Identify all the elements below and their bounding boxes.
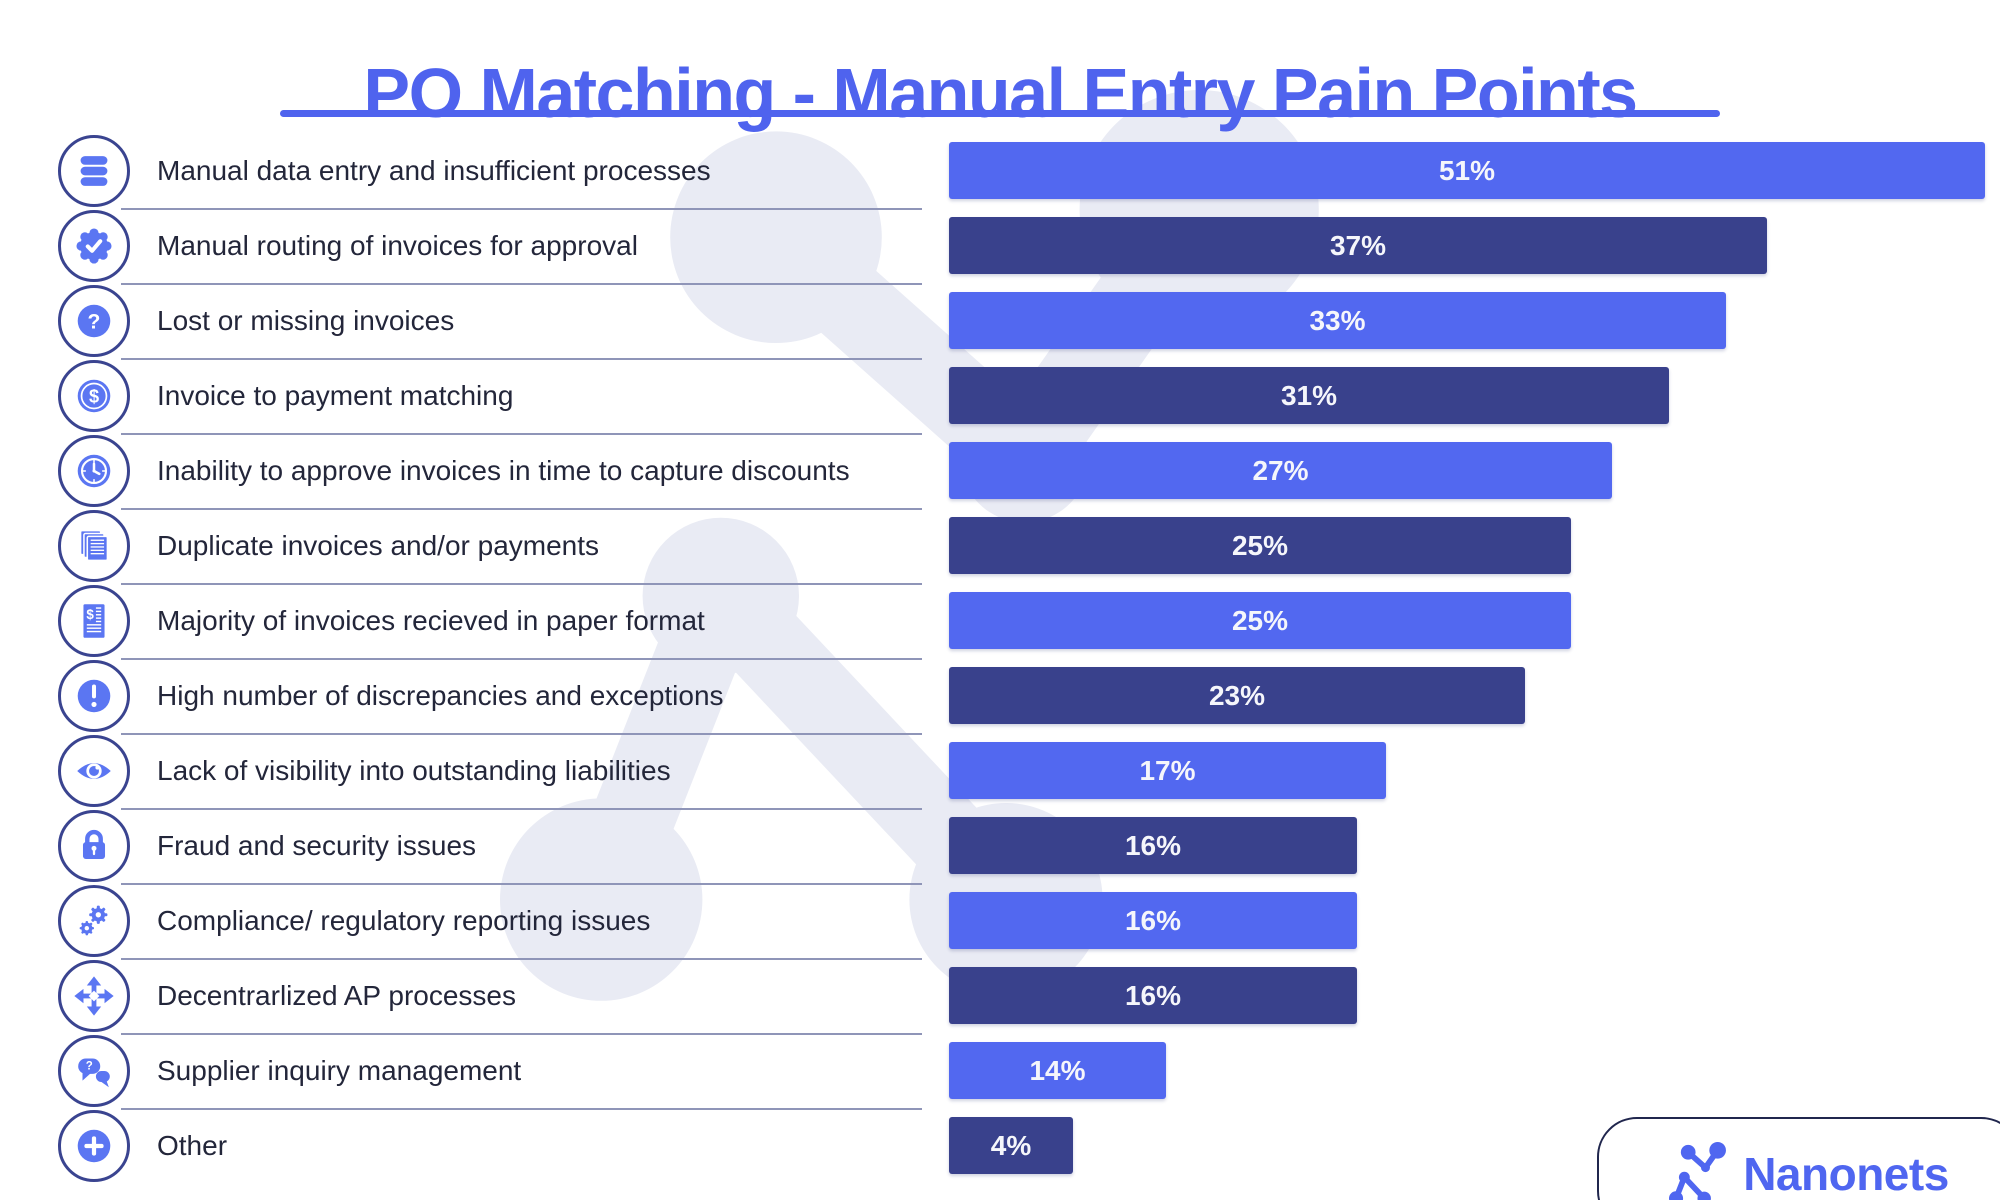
svg-text:?: ? xyxy=(86,1060,93,1072)
value-label: 51% xyxy=(1438,154,1496,186)
pain-point-label: Lost or missing invoices xyxy=(157,305,455,336)
row-separator xyxy=(121,208,922,210)
value-bar: 33% xyxy=(949,292,1726,349)
row-separator xyxy=(121,508,922,510)
pain-point-row: $ Invoice to payment matching 31% xyxy=(0,360,2000,432)
arrows-icon xyxy=(58,960,130,1032)
value-label: 17% xyxy=(1139,754,1196,786)
value-label: 37% xyxy=(1329,229,1387,261)
nanonets-logo-card: Nanonets xyxy=(1597,1117,2000,1200)
value-bar: 16% xyxy=(949,817,1357,874)
pain-point-row: Duplicate invoices and/or payments 25% xyxy=(0,510,2000,582)
pain-point-row: Fraud and security issues 16% xyxy=(0,810,2000,882)
row-separator xyxy=(121,433,922,435)
row-separator xyxy=(121,583,922,585)
pain-point-label: Lack of visibility into outstanding liab… xyxy=(157,755,671,786)
svg-text:$: $ xyxy=(89,386,99,406)
pain-point-label: Manual data entry and insufficient proce… xyxy=(157,155,711,186)
value-bar: 31% xyxy=(949,367,1669,424)
pain-point-label: Inability to approve invoices in time to… xyxy=(157,455,850,486)
pain-point-row: Decentrarlized AP processes 16% xyxy=(0,960,2000,1032)
gears-icon xyxy=(58,885,130,957)
value-label: 16% xyxy=(1124,829,1182,861)
value-label: 33% xyxy=(1309,304,1366,336)
chat-icon: ? xyxy=(58,1035,130,1107)
pain-point-row: High number of discrepancies and excepti… xyxy=(0,660,2000,732)
pain-point-label: Compliance/ regulatory reporting issues xyxy=(157,905,651,936)
value-bar: 25% xyxy=(949,517,1571,574)
row-separator xyxy=(121,658,922,660)
pain-point-label: Majority of invoices recieved in paper f… xyxy=(157,605,705,636)
row-separator xyxy=(121,1108,922,1110)
pain-point-label: Supplier inquiry management xyxy=(157,1055,522,1086)
pain-point-row: Manual data entry and insufficient proce… xyxy=(0,135,2000,207)
invoice-icon: $ xyxy=(58,585,130,657)
lock-icon xyxy=(58,810,130,882)
value-label: 27% xyxy=(1252,454,1309,486)
plus-circle-icon xyxy=(58,1110,130,1182)
value-bar: 17% xyxy=(949,742,1386,799)
database-icon xyxy=(58,135,130,207)
value-label: 25% xyxy=(1231,604,1289,636)
pain-point-label: Decentrarlized AP processes xyxy=(157,980,516,1011)
alert-circle-icon xyxy=(58,660,130,732)
dollar-coin-icon: $ xyxy=(58,360,130,432)
clock-icon xyxy=(58,435,130,507)
nanonets-logo-text: Nanonets xyxy=(1743,1148,1949,1200)
value-bar: 37% xyxy=(949,217,1767,274)
value-bar: 14% xyxy=(949,1042,1166,1099)
value-bar: 51% xyxy=(949,142,1985,199)
value-bar: 4% xyxy=(949,1117,1073,1174)
value-bar: 23% xyxy=(949,667,1525,724)
title-underline xyxy=(280,110,1720,117)
row-separator xyxy=(121,958,922,960)
pain-point-row: Lack of visibility into outstanding liab… xyxy=(0,735,2000,807)
page-title: PO Matching - Manual Entry Pain Points xyxy=(363,53,1638,132)
pain-point-label: Manual routing of invoices for approval xyxy=(157,230,638,261)
pain-point-row: Manual routing of invoices for approval 3… xyxy=(0,210,2000,282)
pain-point-row: Inability to approve invoices in time to… xyxy=(0,435,2000,507)
row-separator xyxy=(121,1033,922,1035)
row-separator xyxy=(121,358,922,360)
svg-text:$: $ xyxy=(86,607,94,622)
value-bar: 16% xyxy=(949,967,1357,1024)
row-separator xyxy=(121,283,922,285)
pain-point-row: ? Supplier inquiry management 14% xyxy=(0,1035,2000,1107)
pain-point-label: Duplicate invoices and/or payments xyxy=(157,530,600,561)
value-label: 25% xyxy=(1231,529,1289,561)
row-separator xyxy=(121,808,922,810)
value-bar: 27% xyxy=(949,442,1612,499)
value-label: 4% xyxy=(990,1129,1032,1161)
row-separator xyxy=(121,883,922,885)
value-label: 23% xyxy=(1208,679,1266,711)
value-bar: 16% xyxy=(949,892,1357,949)
pain-point-label: High number of discrepancies and excepti… xyxy=(157,680,724,711)
pain-point-label: Other xyxy=(157,1130,228,1161)
value-bar: 25% xyxy=(949,592,1571,649)
pain-point-label: Fraud and security issues xyxy=(157,830,477,861)
value-label: 16% xyxy=(1124,979,1182,1011)
pain-point-label: Invoice to payment matching xyxy=(157,380,514,411)
pain-point-row: Other 4% xyxy=(0,1110,2000,1182)
svg-text:?: ? xyxy=(88,310,101,333)
question-circle-icon: ? xyxy=(58,285,130,357)
pain-point-row: Compliance/ regulatory reporting issues 1… xyxy=(0,885,2000,957)
pain-point-row: ? Lost or missing invoices 33% xyxy=(0,285,2000,357)
row-separator xyxy=(121,733,922,735)
verified-badge-icon xyxy=(58,210,130,282)
eye-icon xyxy=(58,735,130,807)
value-label: 31% xyxy=(1280,379,1338,411)
value-label: 16% xyxy=(1124,904,1182,936)
value-label: 14% xyxy=(1029,1054,1086,1086)
nanonets-logo-icon xyxy=(1669,1142,1733,1200)
pain-point-row: $ Majority of invoices recieved in paper … xyxy=(0,585,2000,657)
documents-stack-icon xyxy=(58,510,130,582)
